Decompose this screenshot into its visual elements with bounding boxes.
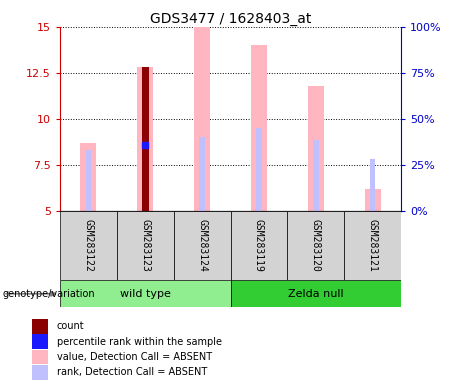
Bar (365, 189, 381, 211)
Text: GSM283124: GSM283124 (197, 219, 207, 272)
Bar (287, 211, 344, 280)
Bar (80, 143, 96, 211)
Text: count: count (57, 321, 85, 331)
Text: GSM283119: GSM283119 (254, 219, 264, 272)
Bar (194, 27, 210, 211)
Text: GSM283120: GSM283120 (311, 219, 321, 272)
Bar (117, 211, 174, 280)
Text: wild type: wild type (120, 289, 171, 299)
Bar (370, 159, 375, 211)
Bar (308, 86, 324, 211)
Bar (230, 280, 401, 307)
Bar (60, 280, 230, 307)
Text: rank, Detection Call = ABSENT: rank, Detection Call = ABSENT (57, 367, 207, 377)
Text: GSM283121: GSM283121 (367, 219, 378, 272)
Text: genotype/variation: genotype/variation (2, 289, 95, 299)
Bar (344, 211, 401, 280)
Bar (251, 45, 267, 211)
Text: GSM283123: GSM283123 (140, 219, 150, 272)
Bar (142, 146, 148, 211)
Bar (31, 334, 48, 349)
Bar (199, 137, 205, 211)
Title: GDS3477 / 1628403_at: GDS3477 / 1628403_at (150, 12, 311, 26)
Bar (256, 128, 262, 211)
Bar (31, 350, 48, 364)
Bar (31, 365, 48, 380)
Bar (142, 67, 148, 211)
Bar (60, 211, 117, 280)
Bar (86, 151, 91, 211)
Bar (313, 140, 319, 211)
Text: Zelda null: Zelda null (288, 289, 343, 299)
Bar (174, 211, 230, 280)
Bar (31, 319, 48, 334)
Bar (230, 211, 287, 280)
Text: GSM283122: GSM283122 (83, 219, 94, 272)
Text: value, Detection Call = ABSENT: value, Detection Call = ABSENT (57, 352, 212, 362)
Bar (137, 68, 153, 211)
Text: percentile rank within the sample: percentile rank within the sample (57, 337, 222, 347)
